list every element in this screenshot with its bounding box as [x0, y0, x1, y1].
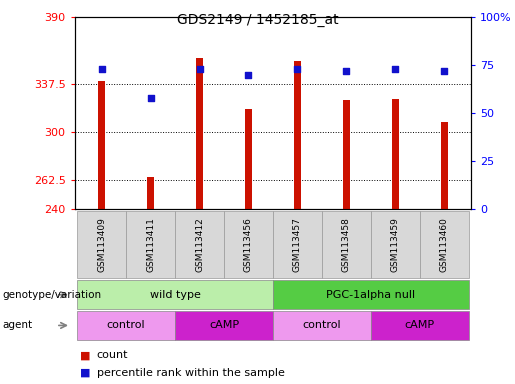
Bar — [196, 58, 203, 209]
Point — [440, 68, 449, 74]
Text: agent: agent — [3, 320, 32, 331]
Point — [195, 66, 203, 72]
Bar — [126, 211, 175, 278]
Bar — [175, 311, 273, 340]
Bar — [98, 81, 105, 209]
Bar — [322, 211, 371, 278]
Bar — [245, 109, 252, 209]
Text: GSM113460: GSM113460 — [440, 217, 449, 272]
Text: GSM113412: GSM113412 — [195, 217, 204, 272]
Text: GSM113409: GSM113409 — [97, 217, 106, 272]
Text: wild type: wild type — [149, 290, 200, 300]
Bar — [392, 99, 399, 209]
Bar — [371, 311, 469, 340]
Bar — [77, 211, 126, 278]
Point — [244, 72, 252, 78]
Bar — [175, 211, 224, 278]
Text: count: count — [97, 350, 128, 360]
Text: GSM113459: GSM113459 — [391, 217, 400, 272]
Bar — [420, 211, 469, 278]
Text: GSM113456: GSM113456 — [244, 217, 253, 272]
Bar — [77, 280, 273, 309]
Text: GSM113458: GSM113458 — [342, 217, 351, 272]
Text: control: control — [107, 320, 145, 331]
Text: control: control — [303, 320, 341, 331]
Text: genotype/variation: genotype/variation — [3, 290, 101, 300]
Bar — [441, 122, 448, 209]
Text: cAMP: cAMP — [209, 320, 239, 331]
Point — [391, 66, 400, 72]
Text: percentile rank within the sample: percentile rank within the sample — [97, 367, 285, 377]
Text: GSM113457: GSM113457 — [293, 217, 302, 272]
Text: ■: ■ — [80, 367, 90, 377]
Bar — [77, 311, 175, 340]
Text: GSM113411: GSM113411 — [146, 217, 155, 272]
Bar — [147, 177, 154, 209]
Bar — [342, 101, 350, 209]
Text: PGC-1alpha null: PGC-1alpha null — [327, 290, 416, 300]
Bar — [273, 280, 469, 309]
Point — [97, 66, 106, 72]
Bar — [273, 311, 371, 340]
Bar — [273, 211, 322, 278]
Bar — [294, 61, 301, 209]
Bar — [371, 211, 420, 278]
Text: ■: ■ — [80, 350, 90, 360]
Bar — [224, 211, 273, 278]
Point — [294, 66, 302, 72]
Point — [342, 68, 351, 74]
Text: GDS2149 / 1452185_at: GDS2149 / 1452185_at — [177, 13, 338, 27]
Text: cAMP: cAMP — [405, 320, 435, 331]
Point — [146, 95, 154, 101]
